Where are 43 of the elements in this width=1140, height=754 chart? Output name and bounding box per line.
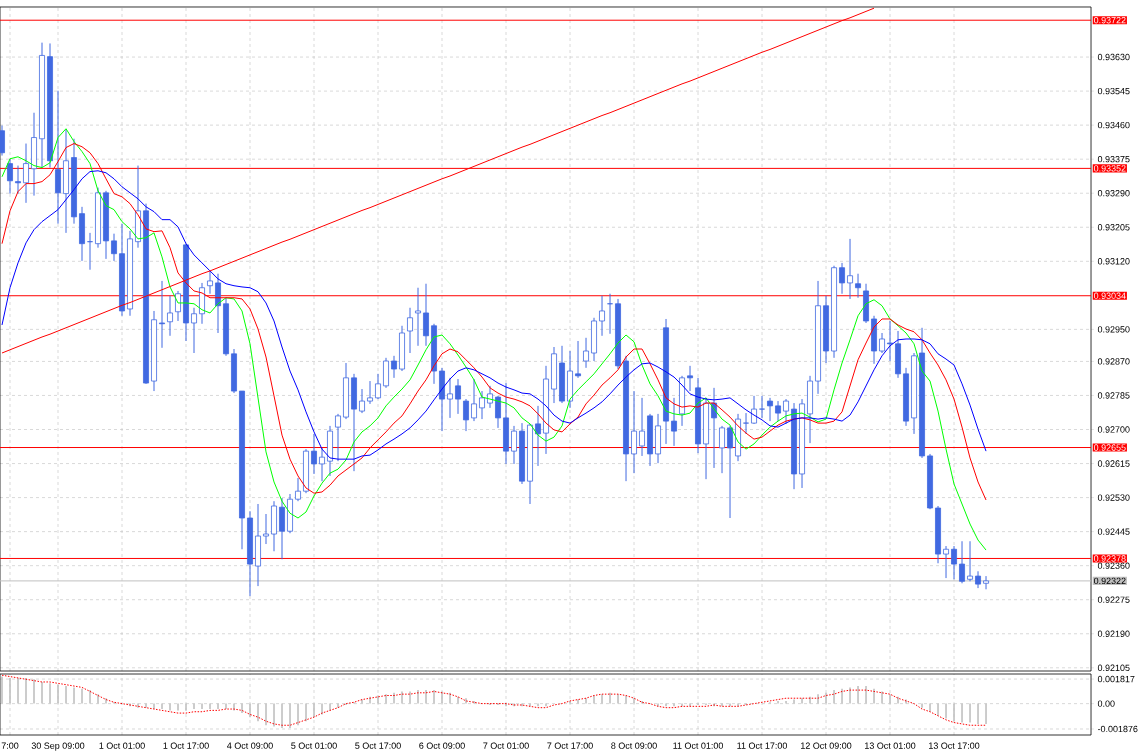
x-tick-label: 30 Sep 09:00 [31,742,85,751]
x-tick-label: 5 Oct 17:00 [355,742,401,749]
x-tick-label: 1 Oct 01:00 [99,742,145,749]
y-tick-label: 0.92870 [1097,358,1130,365]
x-tick-label: 12 Oct 09:00 [801,742,852,749]
y-tick-label: 0.93205 [1097,224,1130,231]
y-tick-label: 0.93630 [1097,53,1130,61]
y-tick-label: 0.93545 [1097,87,1130,95]
y-tick-label: 0.92530 [1097,494,1130,501]
x-tick-label: 11 Oct 17:00 [737,742,787,749]
y-tick-label: 0.92785 [1097,392,1130,399]
ref-line-label: 0.92655 [1093,444,1126,451]
y-tick-label: -0.001876 [1097,725,1138,733]
x-tick-label: 7:00 [1,742,19,749]
y-tick-label: 0.92615 [1097,460,1130,467]
x-tick-label: 7 Oct 17:00 [547,742,593,749]
ref-line-label: 0.92322 [1093,577,1126,585]
x-tick-label: 6 Oct 09:00 [419,742,465,749]
y-tick-label: 0.92360 [1097,562,1130,569]
ref-line-label: 0.93352 [1093,165,1126,172]
y-tick-label: 0.92105 [1097,664,1130,671]
x-tick-label: 7 Oct 01:00 [483,742,529,749]
y-tick-label: 0.92700 [1097,426,1130,433]
x-tick-label: 11 Oct 01:00 [673,742,723,749]
y-tick-label: 0.92190 [1097,630,1130,637]
x-tick-label: 13 Oct 17:00 [929,742,980,749]
y-tick-label: 0.92950 [1097,326,1130,333]
y-tick-label: 0.93375 [1097,156,1130,163]
x-tick-label: 1 Oct 17:00 [163,742,209,749]
y-tick-label: 0.93460 [1097,121,1130,129]
ref-line-label: 0.92378 [1093,555,1126,562]
y-tick-label: 0.93290 [1097,190,1130,197]
ref-line-label: 0.93722 [1093,17,1126,24]
y-tick-label: 0.93120 [1097,258,1130,265]
y-tick-label: 0.92445 [1097,528,1130,535]
x-tick-label: 13 Oct 01:00 [865,742,916,749]
y-tick-label: 0.92275 [1097,596,1130,603]
y-tick-label: 0.001817 [1097,675,1135,683]
x-tick-label: 8 Oct 09:00 [611,742,657,749]
x-tick-label: 4 Oct 09:00 [227,742,273,749]
y-tick-label: 0.00 [1097,700,1115,707]
x-tick-label: 5 Oct 01:00 [291,742,337,749]
ref-line-label: 0.93034 [1093,292,1126,299]
